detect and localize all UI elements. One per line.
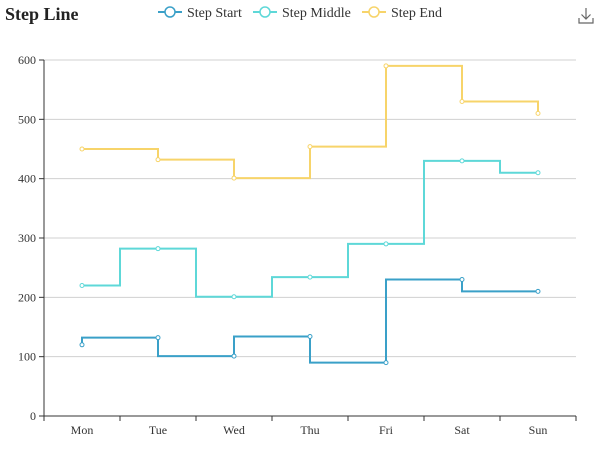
data-point[interactable] <box>156 336 160 340</box>
legend-item-step-middle[interactable]: Step Middle <box>253 6 351 21</box>
x-axis: Mon Tue Wed Thu Fri Sat Sun <box>44 416 576 437</box>
data-point[interactable] <box>460 278 464 282</box>
data-point[interactable] <box>308 334 312 338</box>
legend-marker <box>260 7 270 17</box>
x-tick-label: Fri <box>379 423 394 437</box>
data-point[interactable] <box>232 295 236 299</box>
legend: Step Start Step Middle Step End <box>158 6 442 21</box>
x-tick-label: Sun <box>529 423 548 437</box>
data-point[interactable] <box>384 361 388 365</box>
data-point[interactable] <box>460 100 464 104</box>
legend-marker <box>165 7 175 17</box>
series-step-start <box>80 278 540 365</box>
y-tick-label: 600 <box>18 53 36 67</box>
data-point[interactable] <box>384 242 388 246</box>
data-point[interactable] <box>384 64 388 68</box>
y-tick-label: 300 <box>18 231 36 245</box>
x-tick-label: Mon <box>71 423 94 437</box>
legend-item-step-start[interactable]: Step Start <box>158 6 242 21</box>
data-point[interactable] <box>232 354 236 358</box>
data-point[interactable] <box>156 247 160 251</box>
legend-item-step-end[interactable]: Step End <box>362 6 442 21</box>
data-point[interactable] <box>536 289 540 293</box>
download-icon <box>579 8 593 23</box>
y-tick-label: 400 <box>18 172 36 186</box>
save-image-button[interactable] <box>579 8 593 23</box>
series-step-end <box>80 64 540 180</box>
x-tick-label: Tue <box>149 423 167 437</box>
series-step-middle <box>80 159 540 299</box>
data-point[interactable] <box>156 158 160 162</box>
legend-label: Step End <box>391 6 442 21</box>
data-point[interactable] <box>308 275 312 279</box>
data-point[interactable] <box>308 145 312 149</box>
series-layer <box>80 64 540 365</box>
legend-label: Step Middle <box>282 6 351 21</box>
data-point[interactable] <box>80 283 84 287</box>
x-tick-label: Sat <box>454 423 470 437</box>
grid-lines <box>44 60 576 357</box>
data-point[interactable] <box>460 159 464 163</box>
y-tick-label: 200 <box>18 290 36 304</box>
x-tick-label: Wed <box>223 423 245 437</box>
y-tick-label: 100 <box>18 350 36 364</box>
legend-marker <box>369 7 379 17</box>
data-point[interactable] <box>80 343 84 347</box>
y-tick-label: 0 <box>30 409 36 423</box>
data-point[interactable] <box>232 176 236 180</box>
legend-label: Step Start <box>187 6 242 21</box>
data-point[interactable] <box>80 147 84 151</box>
x-tick-label: Thu <box>300 423 319 437</box>
data-point[interactable] <box>536 111 540 115</box>
y-axis: 0 100 200 300 400 500 600 <box>18 53 44 423</box>
y-tick-label: 500 <box>18 112 36 126</box>
chart-title: Step Line <box>5 4 79 24</box>
series-line <box>82 280 538 363</box>
data-point[interactable] <box>536 171 540 175</box>
